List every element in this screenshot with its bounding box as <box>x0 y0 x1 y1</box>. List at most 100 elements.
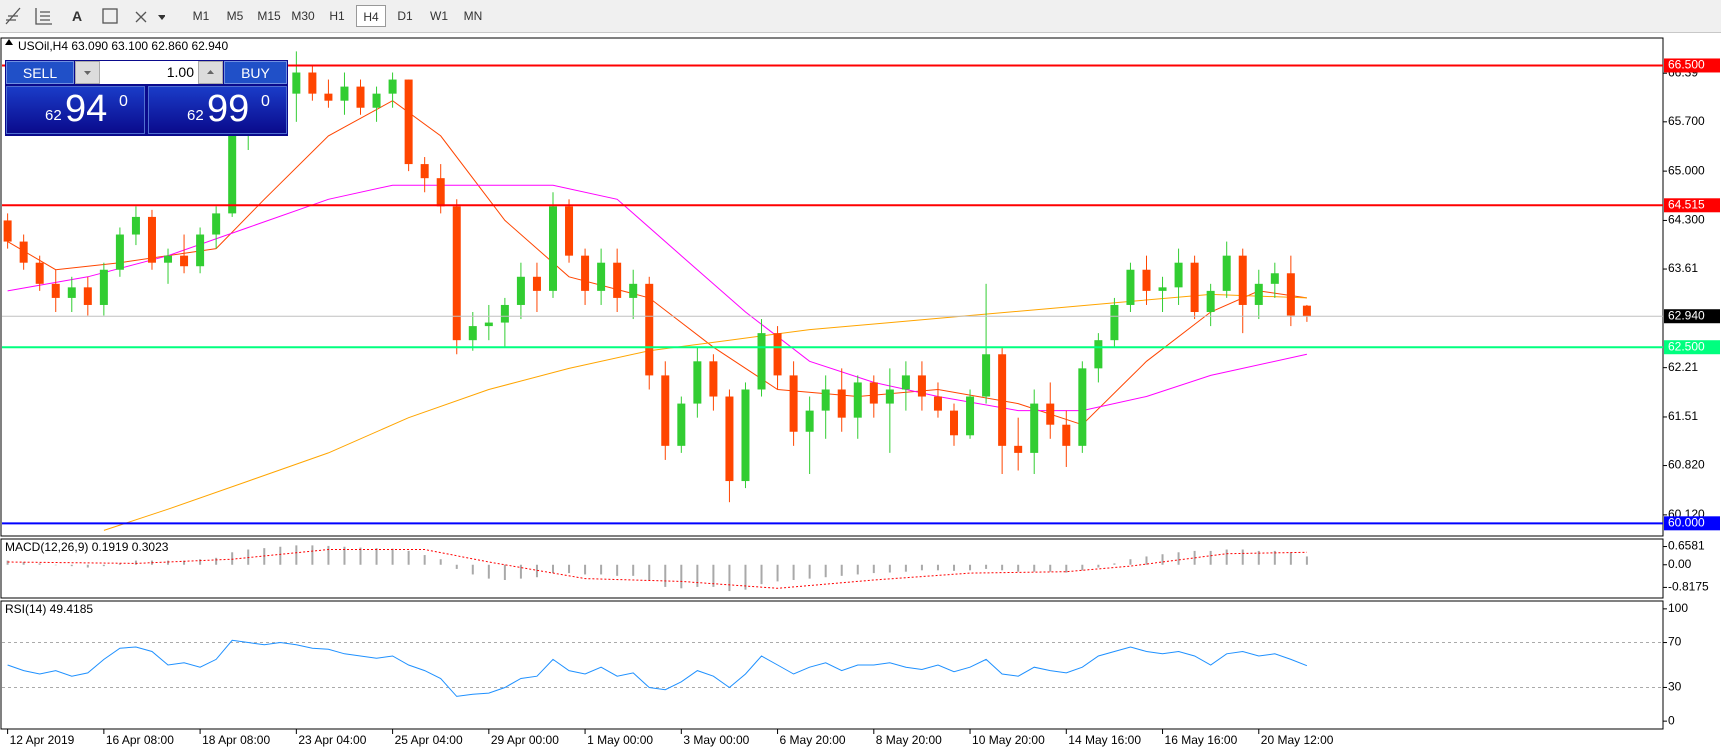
panel-frame <box>0 538 1664 599</box>
candle-body <box>1174 262 1183 288</box>
y-tick-label: 70 <box>1668 635 1682 649</box>
candle-body <box>1222 255 1231 291</box>
macd-bar <box>134 560 137 565</box>
macd-bar <box>680 564 683 589</box>
macd-bar <box>953 564 956 571</box>
candle-body <box>356 86 365 108</box>
macd-bar <box>1145 556 1148 565</box>
level-label-box <box>1664 58 1720 73</box>
x-tick-label: 14 May 16:00 <box>1068 733 1141 747</box>
macd-bar <box>1257 550 1260 565</box>
candle-body <box>115 234 124 270</box>
candle-body <box>1078 368 1087 446</box>
candle-body <box>484 322 493 327</box>
bid-pips: 94 <box>65 88 108 130</box>
toolbar-icons <box>5 7 165 25</box>
x-tick-label: 8 May 20:00 <box>876 733 942 747</box>
icon-grid <box>35 8 52 25</box>
period-button[interactable]: H1 <box>329 9 345 23</box>
candle-body <box>629 283 638 298</box>
x-tick-label: 16 May 16:00 <box>1165 733 1238 747</box>
macd-bar <box>664 564 667 587</box>
candle-body <box>869 382 878 404</box>
level-label-box <box>1664 340 1720 355</box>
candle-body <box>372 93 381 108</box>
macd-bar <box>183 560 186 565</box>
x-tick-label: 16 Apr 08:00 <box>106 733 174 747</box>
macd-bar <box>118 563 121 565</box>
period-button[interactable]: W1 <box>430 9 448 23</box>
buy-button[interactable]: BUY <box>224 61 287 84</box>
macd-bar <box>70 564 73 567</box>
macd-bar <box>1049 564 1052 572</box>
period-button[interactable]: M30 <box>291 9 315 23</box>
signal-line <box>7 549 1307 589</box>
volume-up[interactable] <box>198 61 223 84</box>
candle-body <box>1030 403 1039 453</box>
candle-body <box>292 72 301 94</box>
candle-body <box>1126 269 1135 305</box>
candle-body <box>436 178 445 207</box>
candle-body <box>468 326 477 341</box>
ask-quote[interactable]: 62 99 0 <box>148 86 287 134</box>
macd-bar <box>167 560 170 565</box>
candle-body <box>1254 283 1263 305</box>
macd-bar <box>1241 549 1244 565</box>
macd-bar <box>1177 552 1180 565</box>
period-button[interactable]: D1 <box>397 9 413 23</box>
candle-body <box>1142 269 1151 291</box>
macd-bar <box>199 559 202 565</box>
period-button[interactable]: MN <box>463 9 483 23</box>
candle-body <box>661 375 670 446</box>
bid-quote[interactable]: 62 94 0 <box>6 86 145 134</box>
y-tick-label: 62.21 <box>1668 360 1698 374</box>
macd-bar <box>215 557 218 565</box>
macd-bar <box>535 564 538 578</box>
macd-bar <box>632 564 635 576</box>
x-tick-label: 18 Apr 08:00 <box>202 733 270 747</box>
ask-fraction: 0 <box>261 93 270 110</box>
volume-input[interactable]: 1.00 <box>100 61 198 84</box>
macd-bar <box>1161 554 1164 565</box>
candle-body <box>1094 340 1103 369</box>
macd-bar <box>487 564 490 579</box>
y-tick-label: 60.820 <box>1668 458 1705 472</box>
bid-fraction: 0 <box>119 93 128 110</box>
candle-body <box>532 276 541 291</box>
candle-body <box>1014 445 1023 453</box>
period-button[interactable]: M1 <box>192 9 210 23</box>
candle-body <box>452 206 461 341</box>
candle-body <box>147 216 156 263</box>
panel-frame <box>0 600 1664 730</box>
macd-bar <box>1225 549 1228 565</box>
macd-bar <box>888 564 891 573</box>
text-tool[interactable]: A <box>71 8 83 24</box>
candle-body <box>677 403 686 446</box>
period-button[interactable]: M5 <box>226 9 244 23</box>
candle-body <box>885 389 894 404</box>
candle-body <box>1158 287 1167 291</box>
x-tick-label: 10 May 20:00 <box>972 733 1045 747</box>
candle-body <box>83 287 92 305</box>
arrow-icon <box>84 71 91 75</box>
level-label-box <box>1664 198 1720 213</box>
level-label: 64.515 <box>1668 197 1705 211</box>
candle-body <box>404 79 413 165</box>
candle-body <box>212 213 221 235</box>
candle-body <box>725 396 734 482</box>
icon-fibo <box>5 7 21 25</box>
sell-button[interactable]: SELL <box>6 61 74 84</box>
candle-body <box>773 333 782 376</box>
volume-down[interactable] <box>75 61 100 84</box>
candle-body <box>1238 255 1247 305</box>
macd-bar <box>840 564 843 576</box>
period-button[interactable]: H4 <box>356 5 386 27</box>
macd-bar <box>1097 564 1100 568</box>
macd-bar <box>1033 564 1036 572</box>
candle-body <box>99 269 108 305</box>
macd-bar <box>86 564 89 568</box>
period-button[interactable]: M15 <box>257 9 281 23</box>
bid-big-figure: 62 <box>45 107 62 124</box>
macd-bar <box>1193 550 1196 565</box>
macd-bar <box>1273 550 1276 565</box>
